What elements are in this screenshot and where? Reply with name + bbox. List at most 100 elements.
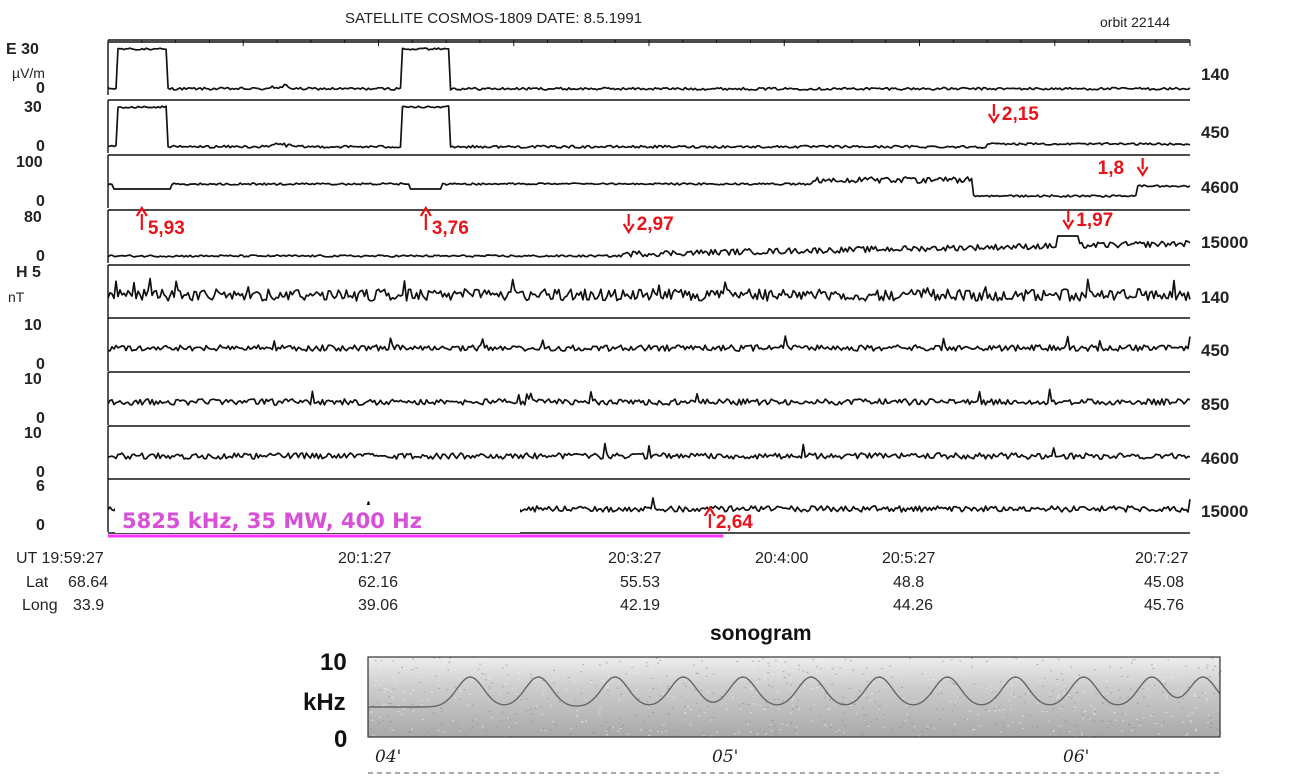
sonogram-speckle (842, 696, 845, 698)
sonogram-speckle (598, 714, 601, 716)
sonogram-speckle (971, 666, 973, 668)
lat-label: Lat (26, 574, 49, 591)
sonogram-speckle (402, 708, 405, 710)
sonogram-speckle (542, 728, 545, 730)
sonogram (367, 656, 1222, 774)
sonogram-speckle (1023, 701, 1026, 703)
panel-frequency-label: 15000 (1201, 233, 1248, 252)
sonogram-speckle (1115, 663, 1118, 665)
sonogram-speckle (1201, 692, 1204, 694)
sonogram-speckle (1102, 694, 1105, 696)
sonogram-speckle (777, 698, 780, 700)
sonogram-speckle (932, 679, 934, 680)
sonogram-speckle (822, 681, 825, 683)
sonogram-speckle (949, 662, 952, 664)
sonogram-speckle (450, 670, 453, 672)
sonogram-speckle (1185, 735, 1188, 737)
sonogram-minute-label: 04' (375, 747, 401, 767)
sonogram-speckle (1129, 679, 1132, 681)
sonogram-speckle (409, 731, 412, 733)
sonogram-speckle (862, 708, 865, 710)
sonogram-speckle (409, 708, 412, 710)
sonogram-speckle (712, 692, 715, 694)
sonogram-speckle (544, 730, 546, 732)
sonogram-speckle (1106, 692, 1109, 694)
sonogram-speckle (427, 732, 430, 734)
panel-frequency-label: 4600 (1201, 449, 1239, 468)
sonogram-speckle (502, 667, 505, 669)
panel-frequency-label: 140 (1201, 65, 1229, 84)
sonogram-speckle (1058, 729, 1061, 731)
sonogram-speckle (910, 723, 913, 724)
sonogram-speckle (471, 726, 474, 728)
sonogram-speckle (1208, 717, 1211, 719)
sonogram-speckle (692, 664, 695, 666)
sonogram-speckle (1070, 666, 1073, 668)
sonogram-speckle (1202, 664, 1205, 666)
sonogram-speckle (977, 714, 980, 716)
sonogram-speckle (589, 681, 592, 683)
sonogram-speckle (1078, 674, 1081, 676)
sonogram-speckle (957, 696, 960, 698)
sonogram-speckle (1119, 697, 1122, 699)
h-unit-label: nT (8, 289, 25, 305)
sonogram-speckle (855, 713, 858, 715)
sonogram-speckle (374, 680, 377, 682)
sonogram-speckle (547, 698, 550, 700)
sonogram-speckle (392, 660, 395, 662)
panel-0: E 30 0 140 (6, 41, 1229, 97)
annotation-label: 2,97 (637, 214, 674, 235)
sonogram-speckle (864, 721, 867, 723)
sonogram-speckle (666, 685, 669, 687)
sonogram-speckle (618, 717, 621, 719)
sonogram-speckle (612, 727, 615, 729)
sonogram-speckle (1065, 687, 1068, 689)
sonogram-speckle (1062, 714, 1065, 716)
sonogram-speckle (394, 681, 397, 683)
sonogram-speckle (408, 731, 410, 733)
sonogram-speckle (620, 693, 623, 695)
sonogram-speckle (721, 733, 724, 735)
sonogram-speckle (477, 668, 480, 670)
sonogram-speckle (562, 673, 565, 675)
sonogram-speckle (488, 677, 491, 679)
sonogram-speckle (377, 669, 380, 671)
sonogram-speckle (484, 673, 487, 675)
sonogram-speckle (926, 658, 929, 660)
sonogram-speckle (1063, 665, 1066, 667)
heating-interval: 5825 kHz, 35 MW, 400 Hz (108, 505, 724, 538)
sonogram-speckle (797, 699, 800, 701)
sonogram-speckle (891, 727, 894, 729)
sonogram-speckle (640, 729, 643, 731)
sonogram-speckle (1219, 670, 1222, 672)
sonogram-speckle (908, 717, 911, 719)
sonogram-speckle (877, 708, 880, 710)
sonogram-speckle (712, 659, 715, 661)
long-value: 45.76 (1144, 597, 1184, 614)
sonogram-speckle (403, 699, 406, 701)
sonogram-speckle (631, 666, 634, 668)
panel-frequency-label: 4600 (1201, 178, 1239, 197)
panel-ymax-label: 6 (36, 478, 45, 495)
sonogram-speckle (637, 698, 640, 700)
sonogram-speckle (644, 729, 647, 731)
sonogram-minute-label: 06' (1063, 747, 1089, 767)
sonogram-speckle (553, 682, 556, 684)
sonogram-speckle (432, 712, 435, 714)
sonogram-speckle (802, 670, 805, 672)
sonogram-speckle (792, 697, 795, 699)
sonogram-speckle (949, 701, 952, 703)
sonogram-speckle (907, 670, 910, 672)
sonogram-speckle (370, 711, 373, 713)
sonogram-speckle (1207, 714, 1210, 716)
sonogram-speckle (657, 730, 660, 732)
sonogram-speckle (1142, 688, 1145, 690)
sonogram-speckle (1094, 711, 1096, 713)
sonogram-speckle (1094, 669, 1097, 671)
sonogram-speckle (372, 734, 375, 736)
sonogram-speckle (370, 728, 373, 730)
sonogram-speckle (752, 695, 755, 697)
sonogram-speckle (651, 669, 654, 671)
sonogram-speckle (652, 688, 655, 690)
sonogram-speckle (530, 708, 532, 710)
